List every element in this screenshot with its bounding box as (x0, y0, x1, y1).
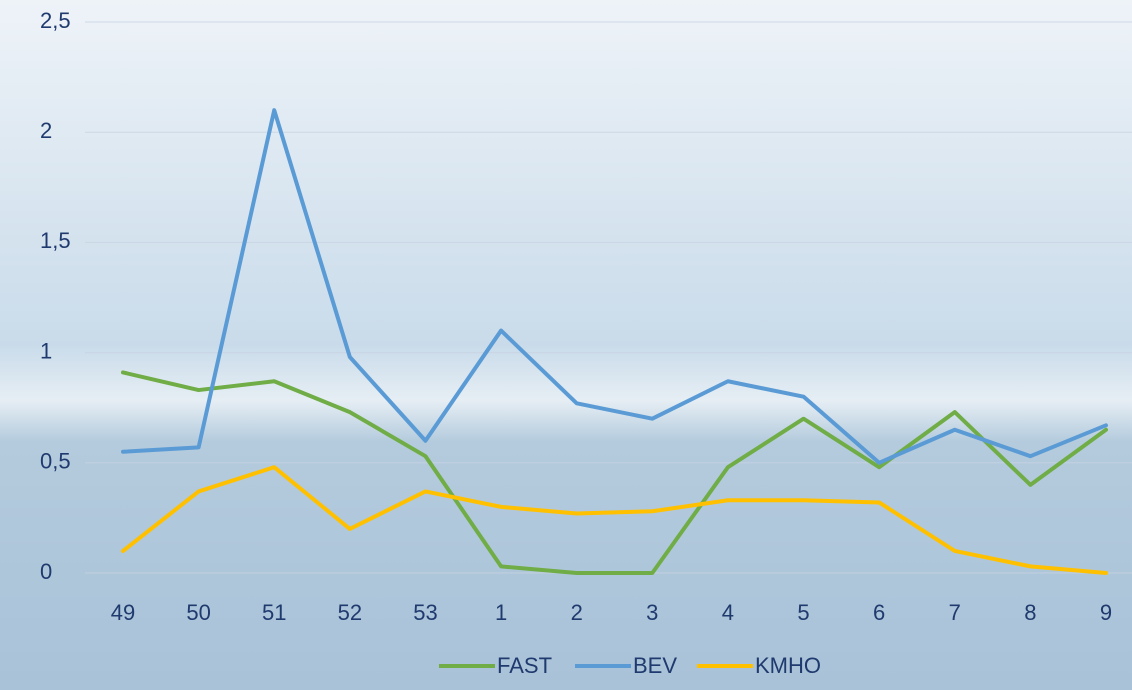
x-tick-label: 7 (949, 600, 961, 625)
x-tick-label: 4 (722, 600, 734, 625)
series-line (121, 465, 1108, 575)
y-tick-label: 0 (40, 559, 52, 584)
x-tick-label: 51 (262, 600, 286, 625)
x-tick-label: 53 (413, 600, 437, 625)
x-tick-label: 1 (495, 600, 507, 625)
y-tick-label: 1 (40, 338, 52, 363)
x-tick-label: 52 (338, 600, 362, 625)
y-tick-label: 1,5 (40, 228, 71, 253)
series-line (121, 370, 1108, 575)
x-tick-label: 6 (873, 600, 885, 625)
x-tick-label: 50 (186, 600, 210, 625)
y-tick-label: 2 (40, 118, 52, 143)
x-tick-label: 8 (1024, 600, 1036, 625)
x-tick-label: 3 (646, 600, 658, 625)
legend-label: BEV (633, 653, 677, 678)
x-tick-label: 9 (1100, 600, 1112, 625)
y-tick-label: 0,5 (40, 449, 71, 474)
legend-label: KMHO (755, 653, 821, 678)
legend-label: FAST (497, 653, 552, 678)
y-tick-label: 2,5 (40, 8, 71, 33)
series-line (121, 108, 1108, 465)
x-tick-label: 49 (111, 600, 135, 625)
x-tick-label: 5 (797, 600, 809, 625)
x-tick-label: 2 (571, 600, 583, 625)
